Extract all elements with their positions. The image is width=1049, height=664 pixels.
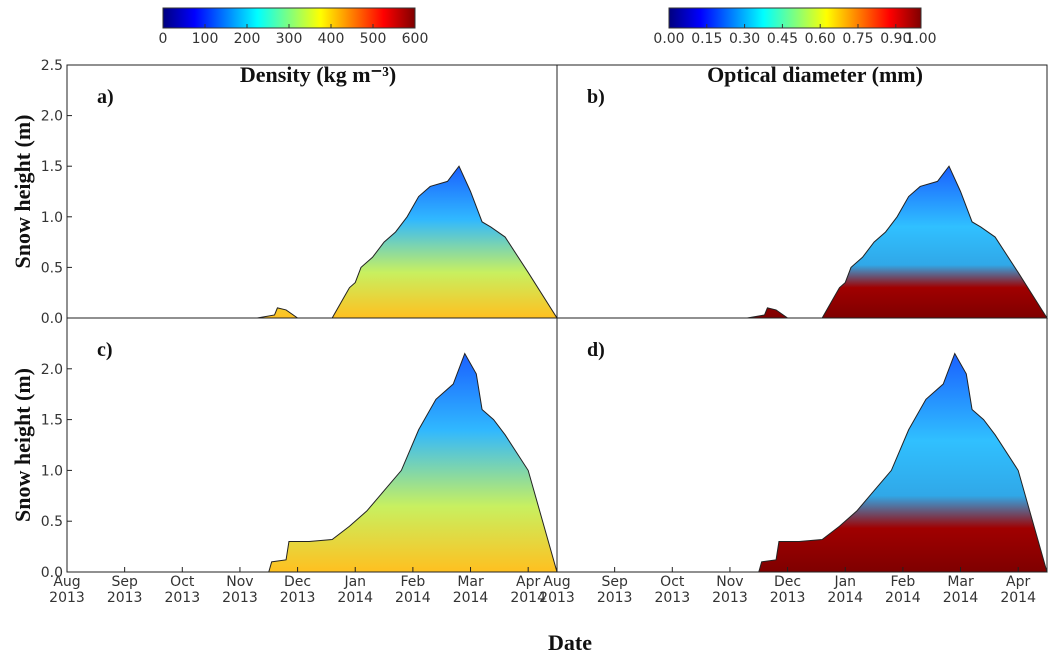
x-tick-label: Dec 2013 — [280, 574, 316, 606]
colorbar — [668, 7, 922, 29]
colorbar-tick-label: 0.00 — [653, 31, 684, 47]
panel-label: c) — [97, 339, 113, 361]
x-tick-label: Feb 2014 — [885, 574, 921, 606]
x-tick-label: Aug 2013 — [49, 574, 85, 606]
y-tick-label: 0.0 — [41, 311, 63, 327]
x-tick-label: Mar 2014 — [943, 574, 979, 606]
y-tick-label: 1.5 — [41, 413, 63, 429]
y-axis-label: Snow height (m) — [10, 114, 35, 268]
x-tick-label: Jan 2014 — [827, 574, 863, 606]
snowpack-area — [268, 352, 558, 573]
y-tick-label: 2.0 — [41, 109, 63, 125]
colorbar-tick-label: 0.90 — [880, 31, 911, 47]
y-tick-label: 2.5 — [41, 58, 63, 74]
y-tick-label: 1.0 — [41, 210, 63, 226]
y-tick-label: 0.0 — [41, 565, 63, 581]
x-tick-label: Dec 2013 — [770, 574, 806, 606]
colorbar-tick-label: 0.45 — [767, 31, 798, 47]
y-tick-label: 0.5 — [41, 514, 63, 530]
y-tick-label: 0.5 — [41, 260, 63, 276]
x-tick-label: Aug 2013 — [539, 574, 575, 606]
x-tick-label: Oct 2013 — [164, 574, 200, 606]
colorbar-tick-label: 0.15 — [691, 31, 722, 47]
colorbar-tick-label: 200 — [234, 31, 261, 47]
y-tick-label: 1.5 — [41, 159, 63, 175]
snowpack-area — [758, 352, 1048, 573]
snowpack-area — [747, 165, 1048, 319]
y-tick-label: 1.0 — [41, 463, 63, 479]
colorbar-tick-label: 0.60 — [805, 31, 836, 47]
panel-frame — [556, 317, 1048, 573]
colorbar-tick-label: 600 — [402, 31, 429, 47]
y-axis-label: Snow height (m) — [10, 368, 35, 522]
snowpack-area — [257, 165, 558, 319]
x-tick-label: Mar 2014 — [453, 574, 489, 606]
colorbar-tick-label: 0.30 — [729, 31, 760, 47]
x-tick-label: Nov 2013 — [712, 574, 748, 606]
y-tick-label: 2.0 — [41, 362, 63, 378]
x-tick-label: Apr 2014 — [510, 574, 546, 606]
colorbar-title: Optical diameter (mm) — [707, 62, 923, 87]
x-tick-label: Jan 2014 — [337, 574, 373, 606]
x-tick-label: Oct 2013 — [654, 574, 690, 606]
colorbar-tick-label: 300 — [276, 31, 303, 47]
colorbar-title: Density (kg m⁻³) — [240, 62, 396, 87]
x-axis-label: Date — [548, 630, 592, 655]
x-tick-label: Sep 2013 — [597, 574, 633, 606]
colorbar-tick-label: 100 — [192, 31, 219, 47]
panel-label: d) — [587, 339, 605, 361]
panel-label: a) — [97, 86, 114, 108]
colorbar-tick-label: 0.75 — [842, 31, 873, 47]
x-tick-label: Nov 2013 — [222, 574, 258, 606]
colorbar-tick-label: 400 — [318, 31, 345, 47]
x-tick-label: Sep 2013 — [107, 574, 143, 606]
x-tick-label: Feb 2014 — [395, 574, 431, 606]
colorbar-tick-label: 500 — [360, 31, 387, 47]
x-tick-label: Apr 2014 — [1000, 574, 1036, 606]
panel-label: b) — [587, 86, 605, 108]
colorbar-tick-label: 1.00 — [905, 31, 936, 47]
colorbar-tick-label: 0 — [159, 31, 168, 47]
